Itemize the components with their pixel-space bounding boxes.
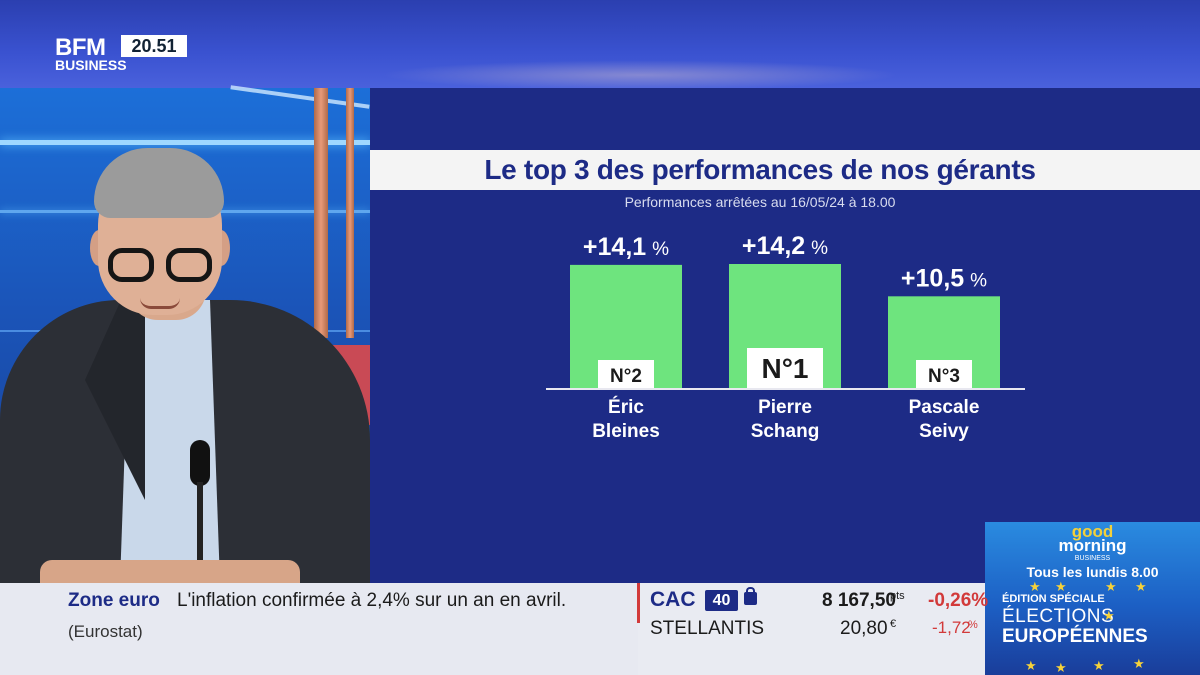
studio-light-glow (380, 60, 900, 90)
category-label: Pierre (758, 397, 812, 418)
data-label: +14,2% (742, 232, 828, 260)
chart-subtitle: Performances arrêtées au 16/05/24 à 18.0… (624, 194, 896, 210)
promo-edition: ÉDITION SPÉCIALE (1002, 593, 1105, 605)
logo-sub: BUSINESS (55, 57, 127, 73)
ticker-headline: L'inflation confirmée à 2,4% sur un an e… (177, 590, 567, 611)
rank-badge (747, 348, 823, 388)
data-label: +10,5% (901, 264, 987, 292)
category-label: Éric (608, 396, 644, 418)
star-icon: ★ (1025, 658, 1037, 673)
rank-label: N°2 (610, 366, 642, 387)
ticker-headline-area (0, 583, 638, 675)
promo-show-good: good (1071, 522, 1114, 541)
star-icon: ★ (1055, 660, 1067, 675)
star-icon: ★ (1105, 579, 1117, 594)
star-icon: ★ (1029, 579, 1041, 594)
star-icon: ★ (1103, 608, 1115, 623)
promo-elections: ÉLECTIONS (1002, 606, 1115, 627)
index-change: -0,26% (928, 590, 989, 611)
studio-pillar (346, 88, 354, 338)
ticker-separator (637, 583, 640, 623)
category-label: Schang (751, 421, 820, 442)
index-name: CAC (650, 588, 696, 611)
rank-label: N°3 (928, 366, 960, 387)
index-unit: pts (890, 590, 905, 602)
category-label: Seivy (919, 421, 969, 442)
studio-backdrop-top (0, 0, 1200, 88)
index-badge: 40 (705, 590, 738, 611)
lock-icon (744, 587, 757, 605)
star-icon: ★ (1135, 579, 1147, 594)
star-icon: ★ (1133, 656, 1145, 671)
presenter-hands (40, 560, 300, 583)
ticker-source: (Eurostat) (68, 622, 143, 641)
microphone-icon (190, 440, 210, 486)
rank-label: N°1 (762, 353, 809, 384)
bar-chart: +14,1 % N°2 Éric Bleines +14,2 % N°1 Pierre Schan… (546, 232, 1025, 442)
presenter-hair (94, 148, 224, 218)
stock-change-unit: % (968, 619, 978, 631)
chart-title: Le top 3 des performances de nos gérants (484, 154, 1036, 185)
studio-pillar (314, 88, 328, 338)
microphone-stand (197, 482, 203, 583)
neon-light-strip (0, 140, 370, 145)
rank-badge (916, 360, 972, 388)
star-icon: ★ (1055, 579, 1067, 594)
presenter-mouth (140, 298, 180, 309)
stock-change: -1,72 (932, 618, 971, 637)
ticker-topic: Zone euro (68, 590, 160, 611)
rank-badge (598, 360, 654, 388)
broadcast-clock: 20.51 (121, 35, 187, 57)
star-icon: ★ (1093, 658, 1105, 673)
logo-main: BFM (55, 34, 106, 61)
stock-name: STELLANTIS (650, 618, 765, 639)
category-label: Pascale (909, 397, 980, 418)
promo-europeennes: EUROPÉENNES (1002, 626, 1148, 647)
promo-schedule: Tous les lundis 8.00 (1026, 564, 1159, 580)
data-label: +14,1% (583, 233, 669, 261)
promo-show-business: BUSINESS (1074, 555, 1111, 562)
stock-value: 20,80 (840, 618, 888, 639)
category-label: Bleines (592, 421, 660, 442)
presenter-glasses (104, 248, 216, 286)
promo-show-morning: morning (1058, 536, 1127, 555)
chart-title-bar (370, 150, 1200, 190)
stock-unit: € (890, 618, 897, 630)
show-promo: good morning BUSINESS Tous les lundis 8.… (985, 522, 1200, 675)
index-value: 8 167,50 (822, 590, 896, 611)
